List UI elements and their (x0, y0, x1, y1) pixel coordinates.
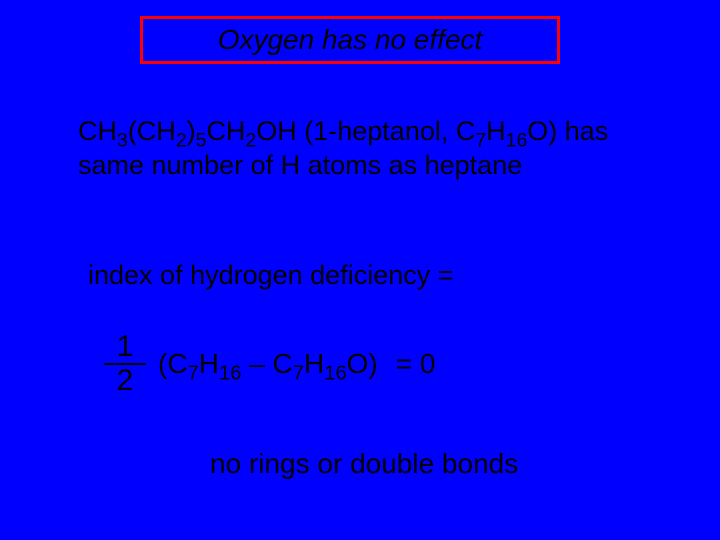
fraction-numerator: 1 (115, 332, 136, 362)
equals-zero: = 0 (396, 348, 436, 380)
ihd-label: index of hydrogen deficiency = (88, 260, 454, 291)
ihd-equation: 1 2 (C7H16 – C7H16O) = 0 (104, 332, 435, 396)
statement-line2: same number of H atoms as heptane (78, 150, 522, 180)
equation-diff: (C7H16 – C7H16O) (158, 348, 378, 380)
title-text: Oxygen has no effect (218, 24, 483, 56)
fraction-half: 1 2 (104, 332, 146, 396)
title-box: Oxygen has no effect (140, 16, 560, 64)
fraction-denominator: 2 (115, 366, 136, 396)
heptanol-statement: CH3(CH2)5CH2OH (1-heptanol, C7H16O) has … (78, 115, 608, 183)
formula-text: CH3(CH2)5CH2OH (1-heptanol, C7H16O) has (78, 116, 608, 146)
conclusion-text: no rings or double bonds (210, 448, 518, 480)
